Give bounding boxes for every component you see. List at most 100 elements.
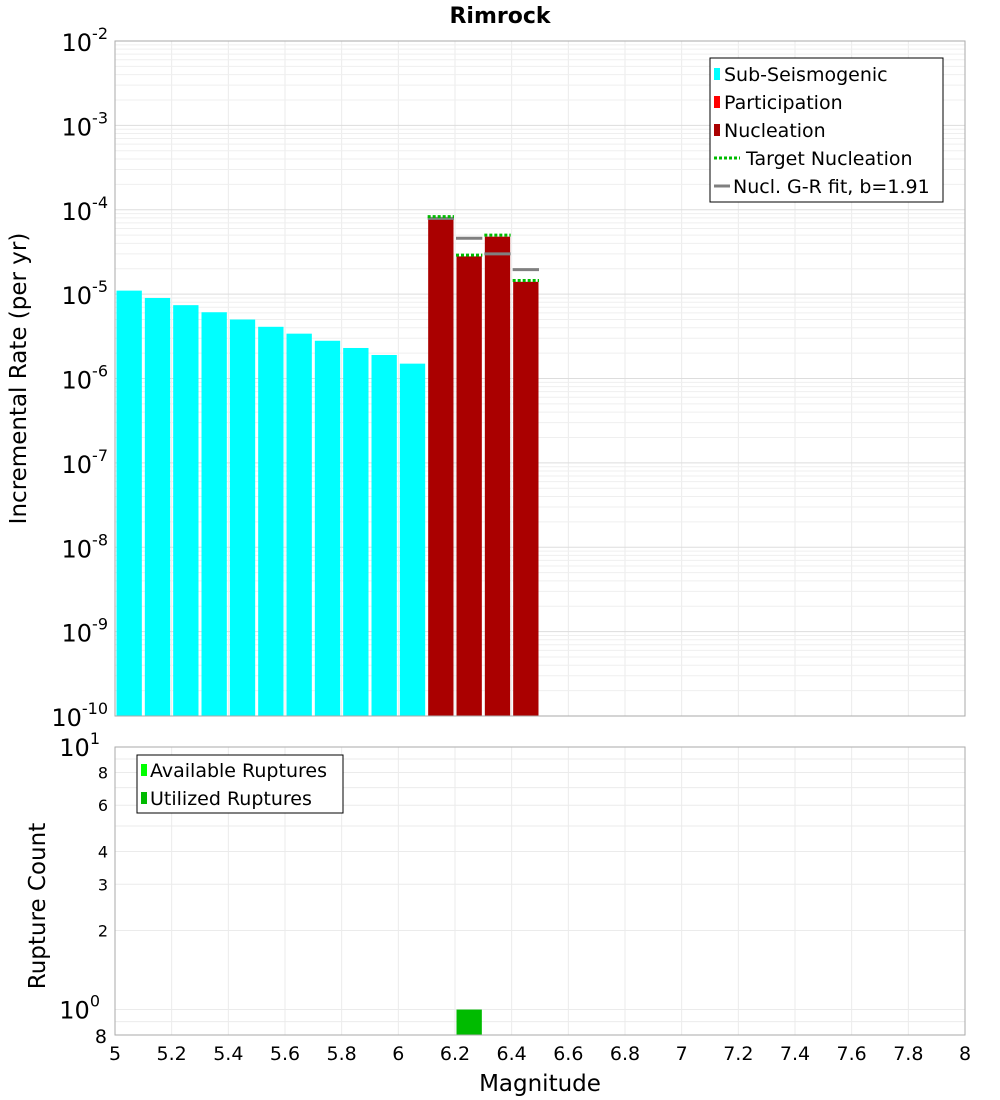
x-tick-label: 6.2 xyxy=(440,1043,470,1065)
legend-swatch-utilized-ruptures xyxy=(141,792,147,804)
tick-base: 10 xyxy=(62,367,93,395)
bar-sub-seismogenic xyxy=(371,354,397,716)
bottom-legend: Available Ruptures Utilized Ruptures xyxy=(136,754,344,814)
bottom-y-minor-tick-label: 2 xyxy=(98,922,108,941)
top-y-axis-label: Incremental Rate (per yr) xyxy=(6,233,32,525)
bottom-y-minor-tick-label: 8 xyxy=(95,1026,107,1048)
bar-sub-seismogenic xyxy=(116,290,142,716)
top-legend: Sub-Seismogenic Participation Nucleation Ta… xyxy=(709,57,944,203)
tick-base: 10 xyxy=(62,535,93,563)
x-tick-labels: 5 5.2 5.4 5.6 5.8 6 6.2 6.4 6.6 6.8 7 7.2 7.4 7.6 7.8 8 xyxy=(109,1043,971,1065)
tick-exponent: 0 xyxy=(90,992,100,1011)
legend-label-target-nucleation: Target Nucleation xyxy=(745,148,913,170)
tick-exponent: -4 xyxy=(92,193,108,212)
top-y-tick-label: 10-6 xyxy=(62,362,109,395)
legend-label-available-ruptures: Available Ruptures xyxy=(150,760,327,782)
top-plot-frame xyxy=(114,40,966,717)
bottom-bars xyxy=(456,1009,482,1035)
bar-sub-seismogenic xyxy=(286,333,312,716)
x-tick-label: 7 xyxy=(676,1043,688,1065)
bottom-y-axis-label: Rupture Count xyxy=(25,823,51,989)
legend-swatch-sub-seismogenic xyxy=(714,68,720,80)
x-tick-label: 5.8 xyxy=(327,1043,357,1065)
tick-base: 10 xyxy=(62,451,93,479)
top-legend-box xyxy=(709,57,944,203)
x-tick-label: 5 xyxy=(109,1043,121,1065)
x-tick-label: 5.6 xyxy=(270,1043,300,1065)
tick-base: 10 xyxy=(62,113,93,141)
top-y-tick-label: 10-4 xyxy=(62,193,109,226)
tick-exponent: -2 xyxy=(92,24,108,43)
top-y-tick-label: 10-10 xyxy=(51,699,108,732)
tick-exponent: 1 xyxy=(90,729,100,748)
tick-base: 10 xyxy=(62,282,93,310)
bar-utilized-ruptures xyxy=(456,1009,482,1035)
tick-base: 10 xyxy=(62,29,93,57)
bottom-y-major-tick-label: 100 xyxy=(59,992,100,1025)
bottom-y-major-tick-label: 101 xyxy=(59,729,100,762)
bottom-plot-frame xyxy=(114,746,966,1036)
legend-swatch-available-ruptures xyxy=(141,764,147,776)
top-y-tick-label: 10-7 xyxy=(62,446,109,479)
legend-swatch-nucleation xyxy=(714,124,720,136)
legend-label-sub-seismogenic: Sub-Seismogenic xyxy=(724,64,888,86)
top-bars xyxy=(116,217,539,716)
x-tick-label: 7.2 xyxy=(723,1043,753,1065)
x-tick-label: 5.2 xyxy=(157,1043,187,1065)
bottom-y-minor-tick-label: 4 xyxy=(98,842,108,861)
tick-exponent: -7 xyxy=(92,446,108,465)
chart-title: Rimrock xyxy=(449,4,551,29)
x-tick-label: 5.4 xyxy=(213,1043,243,1065)
x-tick-label: 8 xyxy=(959,1043,971,1065)
legend-swatch-participation xyxy=(714,96,720,108)
legend-label-nucl-g-r-fit-b-1-91: Nucl. G-R fit, b=1.91 xyxy=(733,176,930,198)
bar-nucleation xyxy=(456,256,482,716)
tick-base: 10 xyxy=(59,734,90,762)
tick-exponent: -10 xyxy=(82,699,108,718)
legend-label-utilized-ruptures: Utilized Ruptures xyxy=(150,788,312,810)
top-y-tick-label: 10-3 xyxy=(62,108,109,141)
tick-exponent: -5 xyxy=(92,277,108,296)
tick-exponent: -3 xyxy=(92,108,108,127)
bar-nucleation xyxy=(428,217,454,716)
x-tick-label: 6.8 xyxy=(610,1043,640,1065)
bottom-legend-box xyxy=(136,754,344,814)
x-tick-label: 7.4 xyxy=(780,1043,810,1065)
bottom-y-minor-tick-label: 8 xyxy=(98,763,108,782)
bottom-y-minor-tick-label: 6 xyxy=(98,796,108,815)
x-tick-label: 7.6 xyxy=(837,1043,867,1065)
tick-base: 10 xyxy=(59,997,90,1025)
legend-label-nucleation: Nucleation xyxy=(724,120,826,142)
x-tick-label: 7.8 xyxy=(893,1043,923,1065)
bar-sub-seismogenic xyxy=(343,347,369,716)
top-y-tick-label: 10-5 xyxy=(62,277,109,310)
x-tick-label: 6.4 xyxy=(497,1043,527,1065)
bar-nucleation xyxy=(513,281,539,716)
bar-sub-seismogenic xyxy=(399,363,426,716)
bar-sub-seismogenic xyxy=(144,297,171,716)
bottom-y-minor-tick-label: 3 xyxy=(98,875,108,894)
tick-base: 10 xyxy=(62,198,93,226)
bar-sub-seismogenic xyxy=(258,326,284,716)
tick-exponent: -6 xyxy=(92,362,108,381)
bar-sub-seismogenic xyxy=(173,305,199,716)
top-lines xyxy=(427,215,539,283)
tick-exponent: -9 xyxy=(92,615,108,634)
x-axis-label: Magnitude xyxy=(479,1071,601,1097)
top-y-tick-label: 10-2 xyxy=(62,24,109,57)
bar-sub-seismogenic xyxy=(201,312,227,716)
bar-sub-seismogenic xyxy=(229,319,256,716)
tick-base: 10 xyxy=(51,704,82,732)
top-y-tick-label: 10-9 xyxy=(62,615,109,648)
tick-exponent: -8 xyxy=(92,530,108,549)
x-tick-label: 6 xyxy=(392,1043,404,1065)
top-y-tick-label: 10-8 xyxy=(62,530,109,563)
x-tick-label: 6.6 xyxy=(553,1043,583,1065)
legend-label-participation: Participation xyxy=(724,92,843,114)
bar-nucleation xyxy=(484,236,511,716)
bar-sub-seismogenic xyxy=(314,340,341,716)
